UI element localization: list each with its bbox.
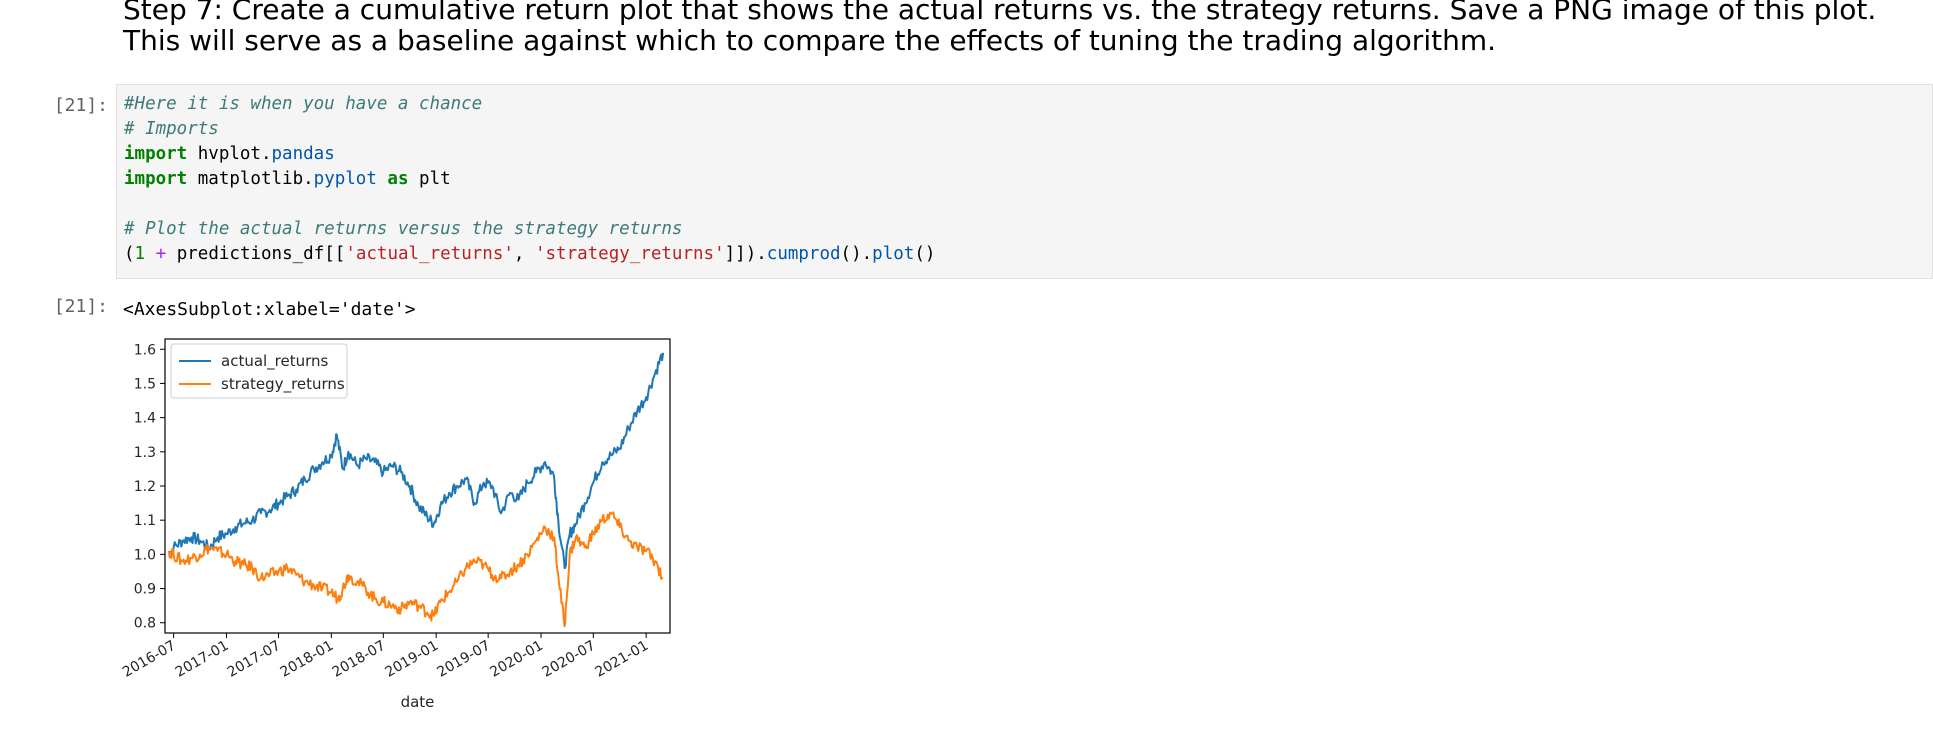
legend-label-strategy_returns: strategy_returns [221, 375, 345, 394]
code-text [145, 244, 156, 264]
code-comment: # Imports [124, 119, 219, 139]
x-tick-label: 2019-07 [435, 638, 494, 681]
code-line: # Imports [124, 117, 219, 142]
input-prompt: [21]: [53, 95, 108, 116]
legend-box [170, 343, 348, 399]
code-text: predictions_df[[ [166, 244, 346, 264]
code-method: plot [872, 244, 915, 264]
code-text: plt [408, 169, 451, 189]
code-keyword: as [387, 169, 409, 189]
x-tick-label: 2019-01 [383, 638, 442, 681]
code-module: pandas [271, 144, 335, 164]
code-comment: #Here it is when you have a chance [124, 94, 483, 114]
code-number: 1 [134, 244, 146, 264]
output-prompt: [21]: [53, 296, 108, 317]
x-tick-label: 2021-01 [592, 638, 651, 681]
code-keyword: import [124, 144, 188, 164]
y-tick-label: 1.5 [134, 376, 156, 392]
x-tick-label: 2018-01 [278, 638, 337, 681]
code-line: import hvplot.pandas [124, 142, 335, 167]
code-text: () [914, 244, 936, 264]
y-tick-label: 1.2 [134, 479, 156, 495]
y-tick-label: 1.6 [134, 342, 156, 358]
output-repr-text: <AxesSubplot:xlabel='date'> [123, 299, 416, 320]
y-tick-label: 1.4 [134, 411, 156, 427]
code-text: , [513, 244, 535, 264]
code-line: #Here it is when you have a chance [124, 92, 482, 117]
y-tick-label: 0.8 [134, 616, 156, 632]
x-tick-label: 2017-07 [225, 638, 284, 681]
y-tick-label: 1.1 [134, 513, 156, 529]
code-text [377, 169, 388, 189]
code-keyword: import [124, 169, 188, 189]
series-line-actual_returns [168, 352, 665, 569]
code-text: (). [840, 244, 873, 264]
x-tick-label: 2020-07 [540, 638, 599, 681]
x-tick-label: 2017-01 [173, 638, 232, 681]
code-module: pyplot [313, 169, 377, 189]
series-line-strategy_returns [168, 511, 664, 628]
legend-label-actual_returns: actual_returns [221, 352, 329, 371]
code-string: 'actual_returns' [345, 244, 514, 264]
code-line: import matplotlib.pyplot as plt [124, 167, 451, 192]
code-text: matplotlib. [187, 169, 314, 189]
x-tick-label: 2016-07 [120, 638, 179, 681]
code-text: ]]). [724, 244, 767, 264]
code-operator: + [155, 244, 167, 264]
code-cell[interactable]: #Here it is when you have a chance # Imp… [116, 84, 1933, 279]
y-tick-label: 1.0 [134, 547, 156, 563]
x-tick-label: 2018-07 [330, 638, 389, 681]
code-string: 'strategy_returns' [534, 244, 725, 264]
x-axis-label: date [401, 693, 435, 711]
code-line: # Plot the actual returns versus the str… [124, 217, 682, 242]
code-method: cumprod [766, 244, 841, 264]
code-text: ( [124, 244, 135, 264]
cumulative-returns-chart: 0.80.91.01.11.21.31.41.51.62016-072017-0… [120, 338, 671, 711]
y-tick-label: 0.9 [134, 582, 156, 598]
markdown-text: Step 7: Create a cumulative return plot … [123, 0, 1877, 57]
y-tick-label: 1.3 [134, 445, 156, 461]
x-tick-label: 2020-01 [487, 638, 546, 681]
code-text: hvplot. [187, 144, 272, 164]
code-comment: # Plot the actual returns versus the str… [124, 219, 683, 239]
code-line: (1 + predictions_df[['actual_returns', '… [124, 242, 935, 267]
